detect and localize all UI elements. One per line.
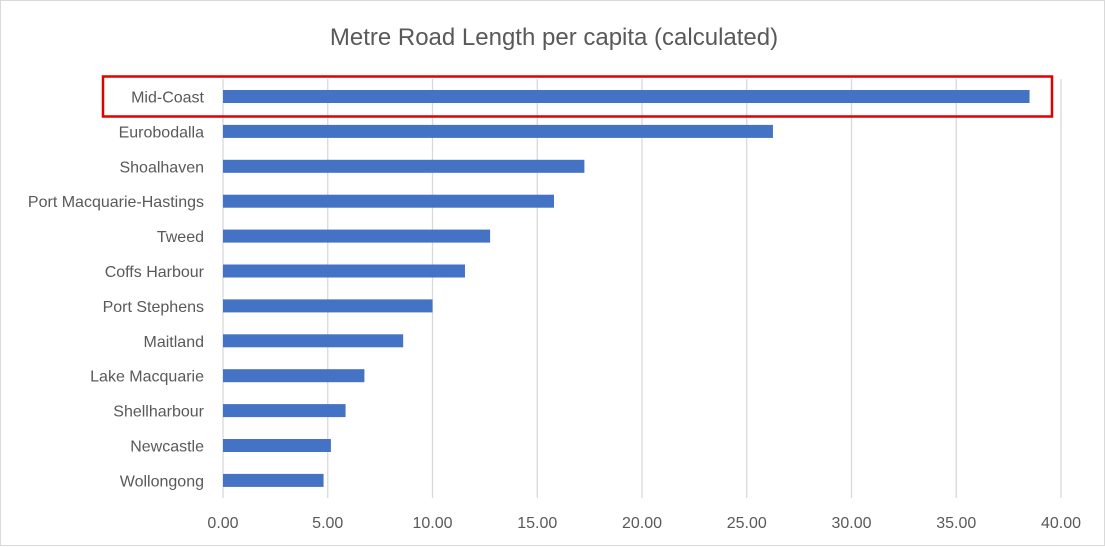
- category-label: Wollongong: [120, 473, 204, 490]
- gridlines: [222, 79, 1062, 498]
- x-tick-label: 5.00: [312, 515, 343, 532]
- x-tick-label: 25.00: [727, 515, 767, 532]
- category-label: Coffs Harbour: [105, 264, 205, 281]
- x-tick-label: 30.00: [831, 515, 871, 532]
- x-axis-tick-labels: 0.00 5.00 10.00 15.00 20.00 25.00 30.00 35.00 40…: [207, 515, 1081, 532]
- bar: [223, 159, 585, 173]
- category-labels: Mid-Coast Eurobodalla Shoalhaven Port Macqu…: [28, 90, 205, 491]
- bar: [223, 439, 331, 452]
- category-label: Mid-Coast: [131, 90, 204, 107]
- x-tick-label: 10.00: [412, 515, 452, 532]
- highlight-box: [101, 75, 1054, 118]
- category-label: Lake Macquarie: [90, 369, 204, 386]
- bar: [223, 299, 433, 313]
- x-tick-label: 15.00: [517, 515, 557, 532]
- x-tick-label: 20.00: [622, 515, 662, 532]
- category-label: Port Macquarie-Hastings: [28, 194, 204, 211]
- category-label: Tweed: [157, 229, 204, 246]
- bar: [223, 369, 365, 383]
- category-label: Maitland: [144, 334, 204, 351]
- category-label: Shoalhaven: [119, 159, 204, 176]
- category-label: Shellharbour: [113, 404, 204, 421]
- category-label: Newcastle: [130, 439, 204, 456]
- bars: [223, 90, 1030, 487]
- bar: [223, 473, 324, 487]
- bar: [223, 229, 491, 243]
- bar: [223, 404, 346, 418]
- bar: [223, 124, 773, 138]
- chart-title: Metre Road Length per capita (calculated…: [330, 24, 778, 51]
- bar: [223, 90, 1030, 103]
- bar: [223, 194, 555, 208]
- category-label: Eurobodalla: [119, 124, 205, 141]
- x-tick-label: 35.00: [936, 515, 976, 532]
- x-tick-label: 0.00: [207, 515, 238, 532]
- category-label: Port Stephens: [103, 299, 204, 316]
- x-tick-label: 40.00: [1041, 515, 1081, 532]
- bar: [223, 264, 465, 278]
- bar: [223, 334, 404, 348]
- highlight-annotation: [101, 75, 1054, 118]
